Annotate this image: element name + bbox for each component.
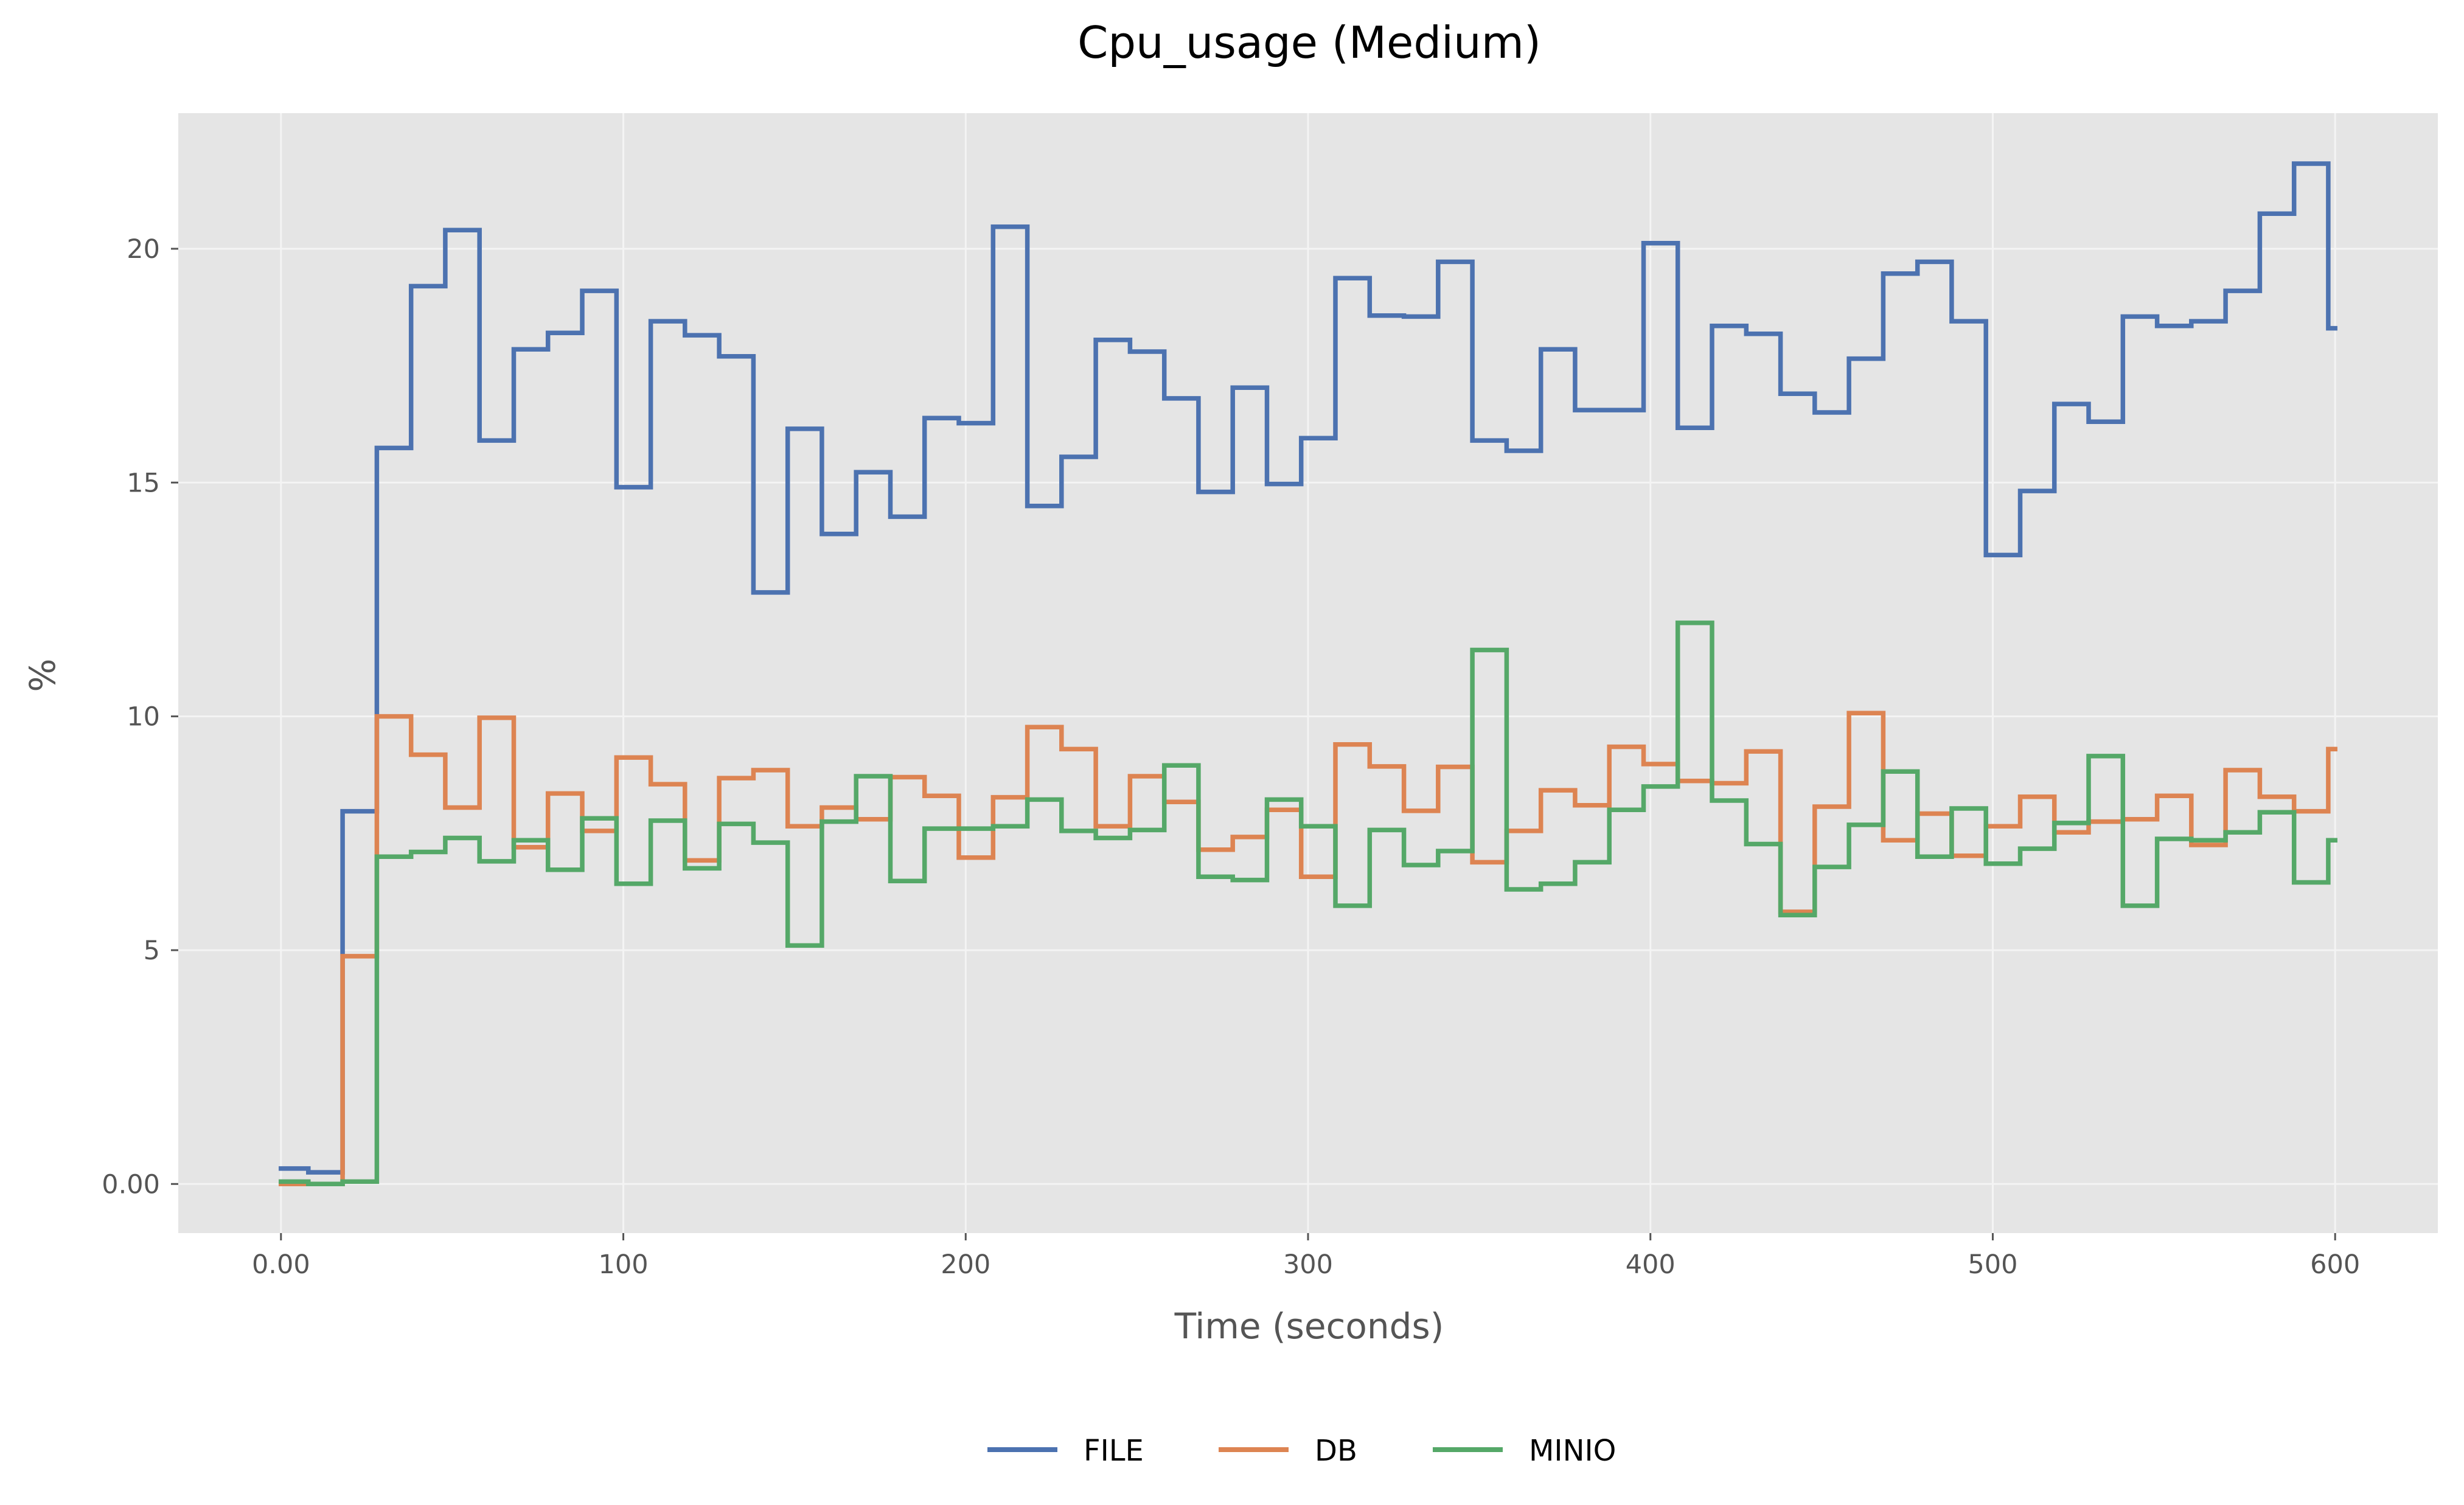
x-tick-label: 100 [599,1250,649,1280]
series-lines [279,161,2337,1187]
y-tick-label: 20 [127,234,160,265]
legend-item-file: FILE [987,1434,1144,1468]
y-axis-label: % [22,658,63,692]
y-tick-label: 5 [144,936,160,966]
legend-item-db: DB [1219,1434,1357,1468]
x-tick-label: 0.00 [252,1250,310,1280]
legend-label: MINIO [1529,1434,1616,1468]
x-tick-label: 300 [1283,1250,1333,1280]
x-tick-label: 600 [2310,1250,2360,1280]
x-tick-label: 200 [941,1250,990,1280]
series-line-minio [279,620,2337,1187]
chart-title: Cpu_usage (Medium) [1077,17,1541,68]
x-axis-ticks: 0.00 100 200 300 400 500 600 [252,1233,2360,1280]
y-tick-label: 15 [127,468,160,498]
legend: FILE DB MINIO [987,1434,1616,1468]
y-tick-label: 0.00 [102,1169,160,1200]
y-axis-ticks: 0.00 5 10 15 20 [102,234,178,1200]
x-axis-label: Time (seconds) [1174,1305,1444,1347]
legend-label: FILE [1084,1434,1144,1468]
x-tick-label: 500 [1968,1250,2017,1280]
y-tick-label: 10 [127,702,160,732]
grid [178,113,2438,1233]
legend-label: DB [1315,1434,1357,1468]
x-tick-label: 400 [1626,1250,1676,1280]
series-line-file [279,161,2337,1175]
legend-item-minio: MINIO [1433,1434,1616,1468]
